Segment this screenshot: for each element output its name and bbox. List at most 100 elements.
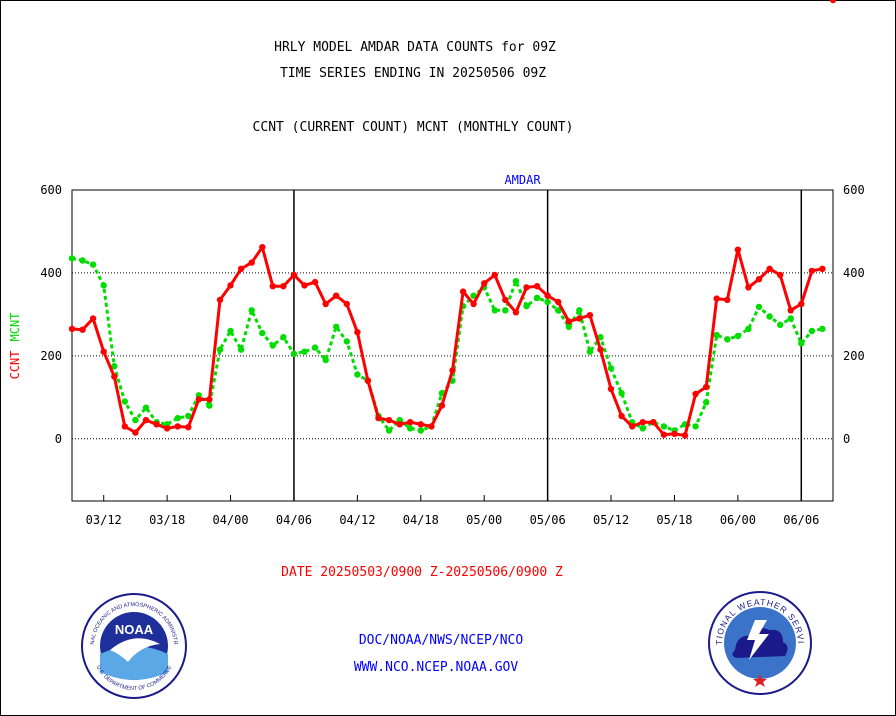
data-point-mcnt xyxy=(703,399,710,406)
data-point-ccnt xyxy=(777,271,784,279)
data-point-mcnt xyxy=(417,427,424,434)
x-tick-label: 04/06 xyxy=(276,513,312,527)
data-point-mcnt xyxy=(502,307,509,314)
y-tick-label-left: 400 xyxy=(40,266,62,280)
data-point-mcnt xyxy=(227,327,234,335)
chart-title-line1: HRLY MODEL AMDAR DATA COUNTS for 09Z xyxy=(274,40,556,55)
data-point-ccnt xyxy=(132,429,139,436)
y-axis-label-ccnt: CCNT xyxy=(8,351,22,380)
x-tick-label: 04/12 xyxy=(339,513,375,527)
data-point-ccnt xyxy=(407,419,414,426)
data-point-mcnt xyxy=(798,340,805,347)
data-point-mcnt xyxy=(777,321,784,328)
data-point-mcnt xyxy=(512,278,520,285)
data-point-ccnt xyxy=(417,421,424,428)
data-point-ccnt xyxy=(216,296,224,304)
data-point-ccnt xyxy=(734,246,742,253)
data-point-mcnt xyxy=(724,336,731,343)
data-point-mcnt xyxy=(354,371,361,378)
data-point-ccnt xyxy=(322,300,329,308)
x-tick-label: 03/12 xyxy=(86,513,122,527)
data-point-mcnt xyxy=(438,390,446,397)
data-point-mcnt xyxy=(544,298,551,306)
chart-title-line2: TIME SERIES ENDING IN 20250506 09Z xyxy=(279,66,547,81)
nws-logo: NATIONAL WEATHER SERVICE xyxy=(707,590,812,695)
data-point-ccnt xyxy=(481,280,488,287)
data-point-ccnt xyxy=(227,282,234,289)
data-point-ccnt xyxy=(755,276,763,283)
data-point-ccnt xyxy=(364,377,372,384)
data-point-ccnt xyxy=(544,292,551,299)
data-point-ccnt xyxy=(459,288,467,295)
data-point-ccnt xyxy=(206,396,213,403)
data-point-mcnt xyxy=(607,365,615,372)
data-point-mcnt xyxy=(713,331,720,339)
data-point-ccnt xyxy=(607,385,615,393)
data-point-ccnt xyxy=(798,300,805,308)
data-point-mcnt xyxy=(132,416,139,424)
data-point-mcnt xyxy=(174,414,181,422)
data-point-mcnt xyxy=(407,425,414,432)
data-point-mcnt xyxy=(68,255,76,262)
data-point-mcnt xyxy=(555,307,562,314)
x-tick-label: 04/18 xyxy=(403,513,439,527)
data-point-ccnt xyxy=(512,309,520,316)
data-point-mcnt xyxy=(597,334,604,341)
data-point-ccnt xyxy=(671,430,678,437)
x-tick-label: 06/06 xyxy=(783,513,819,527)
data-point-ccnt xyxy=(555,298,562,306)
data-point-ccnt xyxy=(259,244,266,251)
data-point-ccnt xyxy=(100,348,107,355)
data-point-ccnt xyxy=(692,390,699,398)
data-point-mcnt xyxy=(206,402,213,409)
data-point-mcnt xyxy=(79,257,86,264)
data-point-mcnt xyxy=(311,344,319,351)
data-point-mcnt xyxy=(121,398,128,405)
data-point-ccnt xyxy=(142,416,150,424)
data-point-mcnt xyxy=(523,302,530,310)
data-point-mcnt xyxy=(237,346,245,353)
data-point-mcnt xyxy=(639,425,646,432)
y-tick-label-right: 0 xyxy=(843,432,850,446)
plot-area xyxy=(71,189,834,502)
y-tick-label-left: 600 xyxy=(40,183,62,197)
data-point-ccnt xyxy=(660,431,668,438)
chart-subtitle: CCNT (CURRENT COUNT) MCNT (MONTHLY COUNT… xyxy=(252,120,574,135)
y-tick-label-right: 200 xyxy=(843,349,865,363)
footer-date-range: DATE 20250503/0900 Z-20250506/0900 Z xyxy=(281,565,563,580)
data-point-mcnt xyxy=(259,329,266,337)
data-point-ccnt xyxy=(766,265,773,272)
data-point-ccnt xyxy=(629,423,636,430)
data-point-mcnt xyxy=(111,363,118,370)
data-point-mcnt xyxy=(280,334,287,341)
data-point-mcnt xyxy=(89,261,97,268)
data-point-mcnt xyxy=(343,338,350,345)
x-tick-label: 06/00 xyxy=(720,513,756,527)
footer-website[interactable]: WWW.NCO.NCEP.NOAA.GOV xyxy=(353,660,519,675)
data-point-ccnt xyxy=(248,259,255,266)
data-point-mcnt xyxy=(470,292,477,299)
data-point-mcnt xyxy=(491,307,498,314)
data-point-ccnt xyxy=(121,423,128,430)
data-point-ccnt xyxy=(787,307,794,314)
data-point-ccnt xyxy=(290,271,298,279)
data-point-mcnt xyxy=(185,412,192,420)
x-tick-label: 05/12 xyxy=(593,513,629,527)
data-point-mcnt xyxy=(586,348,594,355)
data-point-ccnt xyxy=(681,432,689,439)
data-point-ccnt xyxy=(533,283,541,290)
data-point-ccnt xyxy=(703,383,710,391)
data-point-mcnt xyxy=(216,346,224,353)
data-point-ccnt xyxy=(174,423,181,430)
data-point-mcnt xyxy=(333,323,340,330)
data-point-mcnt xyxy=(660,423,668,430)
data-point-mcnt xyxy=(755,303,763,311)
data-point-mcnt xyxy=(808,327,816,335)
data-point-ccnt xyxy=(343,300,350,308)
data-point-ccnt xyxy=(618,412,625,420)
data-point-mcnt xyxy=(248,307,255,314)
data-point-ccnt xyxy=(586,312,594,319)
data-point-ccnt xyxy=(438,402,446,409)
footer-org: DOC/NOAA/NWS/NCEP/NCO xyxy=(358,633,524,648)
